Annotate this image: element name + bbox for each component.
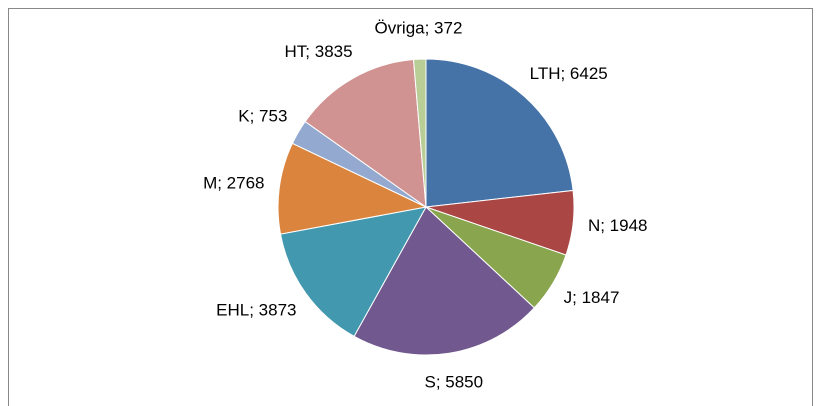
data-label: N; 1948 <box>588 216 648 235</box>
data-label: K; 753 <box>238 106 287 125</box>
pie-slice <box>412 58 427 208</box>
pie-slice <box>353 206 536 356</box>
data-label: HT; 3835 <box>285 42 353 61</box>
pie-slice <box>304 58 427 209</box>
data-label: LTH; 6425 <box>530 64 608 83</box>
data-label: M; 2768 <box>203 173 264 192</box>
data-label: Övriga; 372 <box>375 19 463 38</box>
chart-frame <box>8 8 813 406</box>
pie-slice <box>425 58 574 208</box>
data-label: S; 5850 <box>424 372 483 391</box>
pie-slice <box>279 206 427 338</box>
pie-slice <box>277 142 428 235</box>
data-label: J; 1847 <box>564 288 620 307</box>
data-label: EHL; 3873 <box>216 300 296 319</box>
